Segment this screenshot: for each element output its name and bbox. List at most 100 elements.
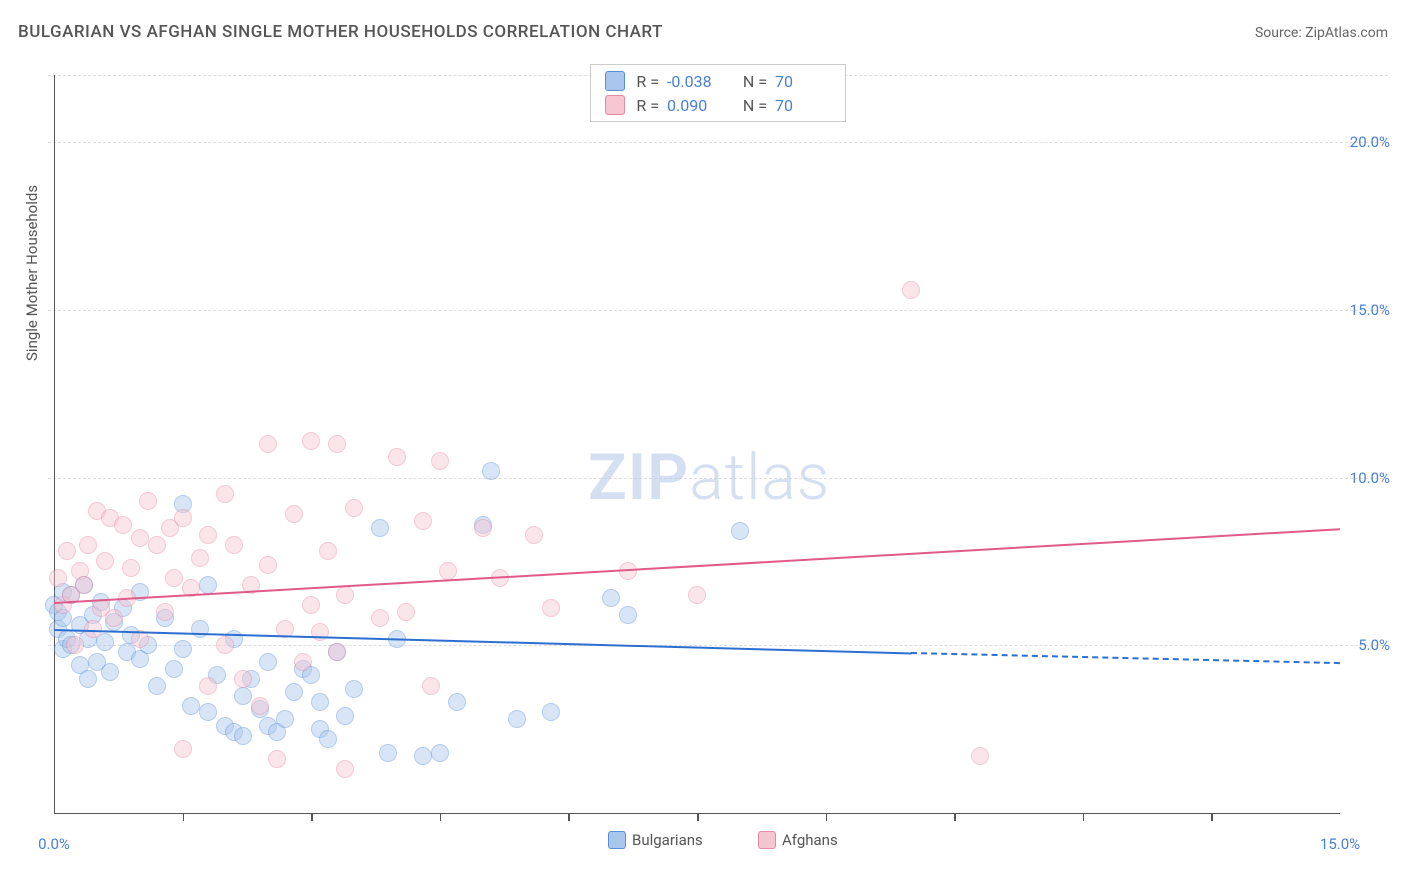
data-point [131,529,149,547]
data-point [371,519,389,537]
legend-swatch-icon [758,831,776,849]
data-point [482,462,500,480]
data-point [371,609,389,627]
data-point [619,606,637,624]
data-point [731,522,749,540]
data-point [328,643,346,661]
y-tick-label: 15.0% [1350,301,1390,319]
data-point [165,660,183,678]
data-point [199,703,217,721]
source-attribution: Source: ZipAtlas.com [1255,25,1388,41]
data-point [448,693,466,711]
data-point [75,576,93,594]
data-point [439,562,457,580]
y-tick-label: 5.0% [1358,636,1390,654]
data-point [388,448,406,466]
data-point [165,569,183,587]
data-point [276,710,294,728]
legend-swatch-icon [608,831,626,849]
data-point [251,697,269,715]
data-point [397,603,415,621]
r-value: 0.090 [667,96,723,115]
legend-label: Afghans [782,831,838,849]
data-point [216,636,234,654]
legend-label: Bulgarians [632,831,703,849]
data-point [79,670,97,688]
data-point [156,603,174,621]
data-point [328,435,346,453]
data-point [431,744,449,762]
data-point [66,636,84,654]
data-point [101,663,119,681]
data-point [319,542,337,560]
correlation-legend: R =-0.038N =70R =0.090N =70 [590,64,846,122]
legend-row: R =0.090N =70 [605,93,831,117]
y-tick-label: 10.0% [1350,469,1390,487]
data-point [688,586,706,604]
series-legend-item: Afghans [758,831,838,849]
data-point [542,703,560,721]
data-point [474,519,492,537]
data-point [139,492,157,510]
data-point [971,747,989,765]
header-bar: BULGARIAN VS AFGHAN SINGLE MOTHER HOUSEH… [18,22,1388,42]
legend-swatch-icon [605,95,625,115]
legend-swatch-icon [605,71,625,91]
x-tick-label: 0.0% [38,835,70,853]
data-point [345,499,363,517]
data-point [259,435,277,453]
data-point [422,677,440,695]
data-point [602,589,620,607]
data-point [285,683,303,701]
y-tick-label: 20.0% [1350,133,1390,151]
data-point [49,569,67,587]
data-point [302,432,320,450]
data-point [96,552,114,570]
data-point [336,760,354,778]
data-point [259,556,277,574]
source-name: ZipAtlas.com [1305,25,1388,41]
data-point [174,740,192,758]
data-point [148,677,166,695]
series-legend-item: Bulgarians [608,831,703,849]
data-point [379,744,397,762]
trend-line [911,652,1340,664]
data-point [619,562,637,580]
data-point [199,526,217,544]
n-value: 70 [775,72,831,91]
x-tick-label: 15.0% [1320,835,1360,853]
data-point [199,576,217,594]
data-point [58,542,76,560]
data-point [96,633,114,651]
data-point [302,596,320,614]
data-point [182,697,200,715]
r-value: -0.038 [667,72,723,91]
data-point [234,670,252,688]
source-prefix: Source: [1255,25,1305,41]
data-point [902,281,920,299]
data-point [285,505,303,523]
data-point [191,549,209,567]
data-point [268,750,286,768]
data-point [525,526,543,544]
data-point [414,512,432,530]
data-point [148,536,166,554]
data-point [174,509,192,527]
data-point [122,559,140,577]
data-point [234,727,252,745]
data-point [319,730,337,748]
data-point [84,620,102,638]
data-point [336,586,354,604]
data-point [508,710,526,728]
data-point [105,609,123,627]
data-point [259,653,277,671]
data-point [114,516,132,534]
data-point [225,536,243,554]
data-point [431,452,449,470]
data-point [311,693,329,711]
data-point [216,485,234,503]
data-point [174,640,192,658]
data-point [542,599,560,617]
chart-title: BULGARIAN VS AFGHAN SINGLE MOTHER HOUSEH… [18,22,663,42]
legend-row: R =-0.038N =70 [605,69,831,93]
